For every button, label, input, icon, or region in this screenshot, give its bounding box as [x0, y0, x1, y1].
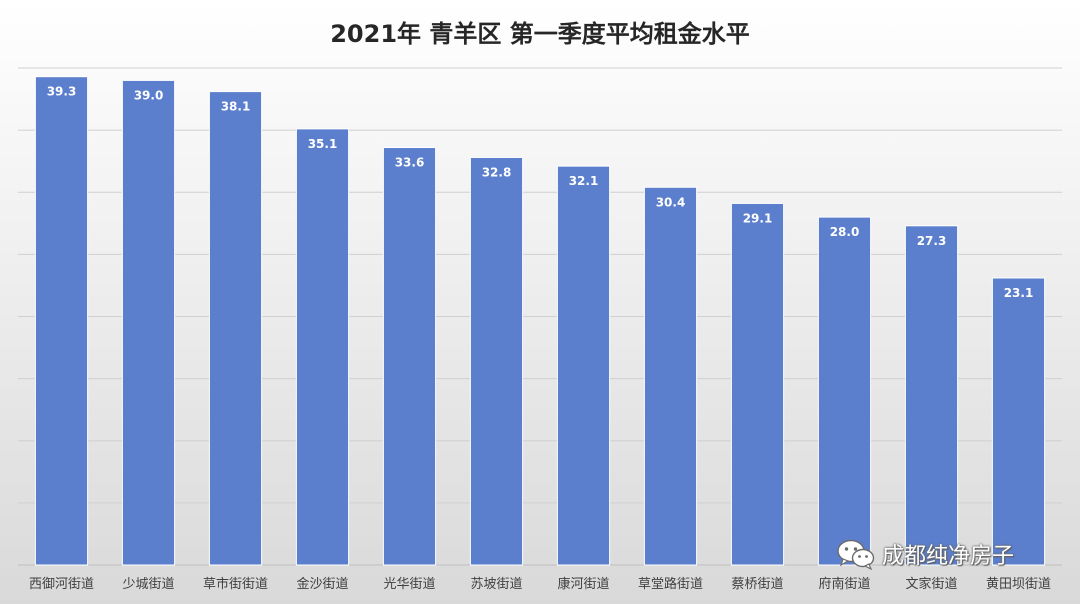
bar: [34, 76, 89, 566]
bar: [730, 202, 785, 566]
data-label: 39.0: [134, 88, 164, 102]
bar: [991, 277, 1046, 566]
x-tick-labels: 西御河街道 少城街道 草市街街道 金沙街道 光华街道 苏坡街道 康河街道 草堂路街道 蔡桥街道 府…: [29, 576, 1051, 592]
x-tick-label: 苏坡街道: [470, 576, 522, 592]
data-label: 32.8: [482, 165, 512, 179]
data-label: 28.0: [830, 225, 860, 239]
bar: [382, 147, 437, 566]
bar: [121, 79, 176, 566]
data-label: 39.3: [47, 85, 77, 99]
x-tick-label: 光华街道: [383, 577, 435, 592]
data-label: 29.1: [743, 211, 773, 225]
x-tick-label: 少城街道: [122, 577, 174, 592]
x-tick-label: 康河街道: [557, 576, 609, 592]
x-tick-label: 草市街街道: [203, 576, 268, 592]
x-tick-label: 西御河街道: [29, 577, 94, 592]
x-tick-label: 文家街道: [905, 576, 957, 592]
chart-title: 2021年 青羊区 第一季度平均租金水平: [330, 20, 750, 48]
data-label: 38.1: [221, 100, 251, 114]
bars: [34, 76, 1046, 566]
bar: [643, 186, 698, 566]
gridlines: [18, 67, 1062, 566]
x-tick-label: 金沙街道: [296, 576, 348, 592]
value-labels: 39.3 39.0 38.1 35.1 33.6 32.8 32.1 30.4 29.1 28.0…: [47, 85, 1034, 300]
data-label: 27.3: [917, 234, 947, 248]
x-tick-label: 蔡桥街道: [731, 577, 783, 592]
bar: [469, 156, 524, 566]
x-tick-label: 黄田坝街道: [986, 577, 1051, 592]
data-label: 30.4: [656, 195, 686, 209]
x-tick-label: 府南街道: [818, 576, 870, 592]
data-label: 32.1: [569, 174, 599, 188]
x-tick-label: 草堂路街道: [638, 576, 703, 592]
bar: [556, 165, 611, 566]
bar: [295, 128, 350, 566]
watermark: 成都纯净房子: [836, 538, 1014, 570]
data-label: 23.1: [1004, 286, 1034, 300]
data-label: 33.6: [395, 156, 425, 170]
wechat-icon: [837, 539, 875, 570]
watermark-text: 成都纯净房子: [882, 544, 1015, 569]
data-label: 35.1: [308, 137, 338, 151]
bar: [208, 91, 263, 566]
bar: [817, 216, 872, 566]
bar: [904, 225, 959, 566]
